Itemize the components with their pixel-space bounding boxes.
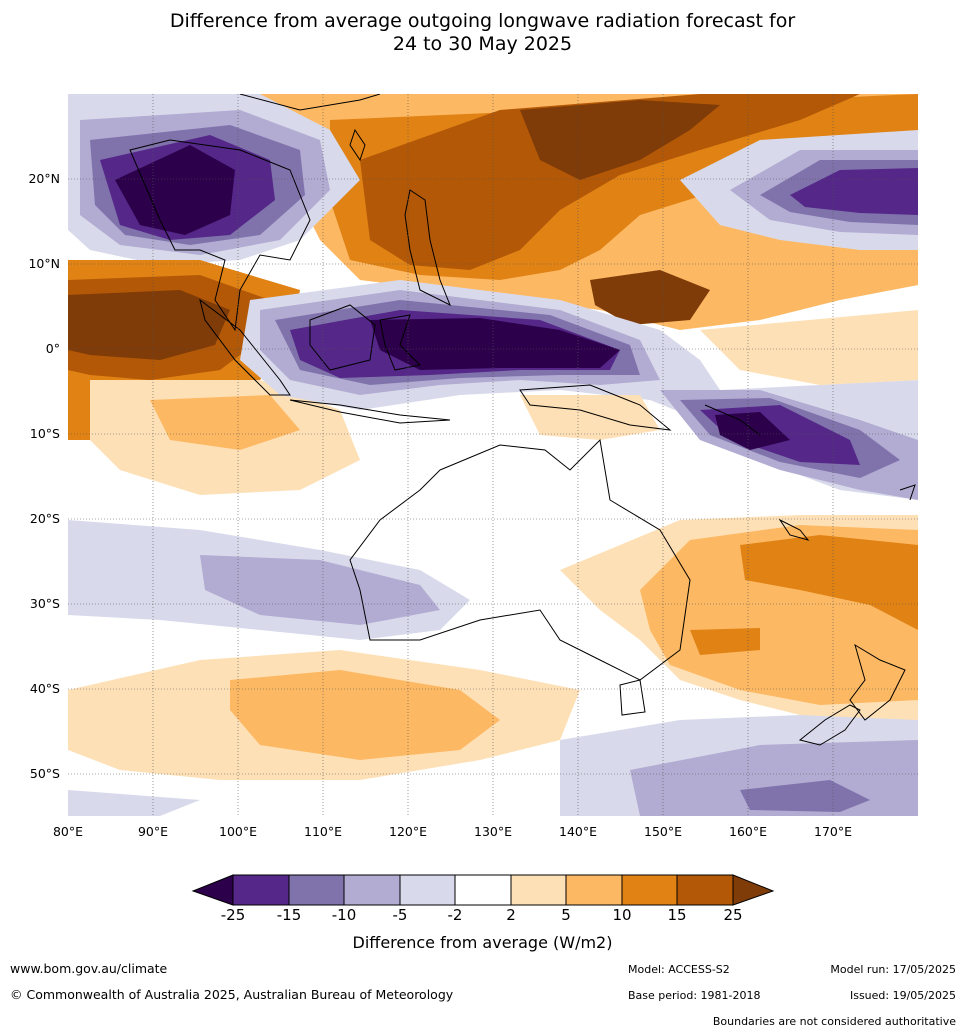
colorbar-tick: 2	[506, 906, 516, 924]
new-guinea-coastline	[519, 384, 672, 431]
colorbar-swatch-9	[676, 874, 734, 906]
positive-anomaly-core-philippines	[360, 94, 860, 270]
map-field	[68, 94, 918, 816]
colorbar-swatch-2	[288, 874, 345, 906]
lon-label-130e: 130°E	[473, 824, 513, 839]
lon-label-100e: 100°E	[218, 824, 258, 839]
colorbar-swatch-3	[343, 874, 401, 906]
lat-label-10n: 10°N	[28, 256, 60, 271]
negative-anomaly-south-indian-ocean-mid	[200, 555, 440, 625]
colorbar-extend-high	[732, 874, 775, 906]
australia-coastline	[349, 438, 691, 681]
colorbar-tick: -2	[447, 906, 463, 924]
issued-text: Issued: 19/05/2025	[849, 989, 956, 1002]
china-coastline	[239, 94, 381, 111]
lat-label-0: 0°	[45, 341, 60, 356]
colorbar	[191, 874, 775, 906]
positive-anomaly-tasman-patch	[690, 628, 760, 655]
coastlines	[129, 94, 916, 746]
colorbar-swatch-4	[399, 874, 456, 906]
sumatra-coastline	[199, 298, 291, 396]
colorbar-swatch-5	[454, 874, 512, 906]
colorbar-tick: -10	[331, 906, 357, 924]
positive-anomaly-southern-ocean-mid	[230, 670, 500, 760]
borneo-coastline	[309, 304, 376, 371]
positive-anomaly-peak-east	[590, 270, 710, 325]
colorbar-swatch-8	[621, 874, 678, 906]
lat-label-30s: 30°S	[29, 596, 60, 611]
indochina-coastline	[129, 139, 311, 332]
lon-label-140e: 140°E	[558, 824, 598, 839]
positive-anomaly-arafura	[520, 395, 660, 440]
lat-label-20s: 20°S	[29, 511, 60, 526]
colorbar-extend-low	[191, 874, 234, 906]
lon-label-120e: 120°E	[388, 824, 428, 839]
colorbar-swatch-1	[232, 874, 290, 906]
boundaries-note: Boundaries are not considered authoritat…	[712, 1015, 956, 1028]
negative-anomaly-ne-pacific-core	[790, 168, 918, 215]
map-title: Difference from average outgoing longwav…	[0, 10, 965, 56]
lon-label-80e: 80°E	[52, 824, 84, 839]
negative-anomaly-maritime-peak	[370, 318, 620, 370]
title-line-1: Difference from average outgoing longwav…	[169, 10, 796, 32]
colorbar-tick: -5	[392, 906, 408, 924]
tasmania-coastline	[619, 679, 646, 716]
lon-label-110e: 110°E	[303, 824, 343, 839]
negative-anomaly-southwest	[68, 790, 200, 816]
model-text: Model: ACCESS-S2	[628, 963, 730, 976]
negative-anomaly-southern-ocean-strong	[740, 780, 870, 812]
lat-label-40s: 40°S	[29, 681, 60, 696]
nz-north-island-coastline	[849, 643, 906, 721]
philippines-coastline	[404, 189, 451, 307]
negative-anomaly-indochina-peak	[115, 145, 235, 235]
colorbar-tick: 10	[612, 906, 632, 924]
lat-label-50s: 50°S	[29, 766, 60, 781]
positive-anomaly-indian-ocean-mid	[150, 395, 300, 450]
copyright-text: © Commonwealth of Australia 2025, Austra…	[10, 987, 454, 1002]
colorbar-tick: 5	[561, 906, 571, 924]
colorbar-tick: -25	[220, 906, 246, 924]
lon-label-170e: 170°E	[813, 824, 853, 839]
colorbar-swatch-7	[565, 874, 623, 906]
taiwan-coastline	[349, 128, 366, 162]
positive-anomaly-indian-ocean-peak	[68, 290, 230, 360]
model-run-text: Model run: 17/05/2025	[830, 963, 956, 976]
lat-label-10s: 10°S	[29, 426, 60, 441]
colorbar-tick: -15	[276, 906, 302, 924]
title-line-2: 24 to 30 May 2025	[392, 33, 573, 55]
java-coastline	[289, 399, 451, 424]
gridlines	[68, 94, 918, 816]
colorbar-label: Difference from average (W/m2)	[352, 933, 613, 952]
colorbar-tick: 15	[667, 906, 687, 924]
positive-anomaly-tasman-strong	[740, 535, 918, 630]
nz-south-island-coastline	[798, 704, 861, 746]
positive-anomaly-central-pacific	[700, 310, 918, 385]
sulawesi-coastline	[379, 314, 422, 371]
colorbar-swatch-6	[510, 874, 567, 906]
fiji-coastline	[899, 484, 916, 501]
colorbar-tick: 25	[723, 906, 743, 924]
lon-label-160e: 160°E	[728, 824, 768, 839]
negative-anomaly-solomons-peak	[715, 412, 790, 450]
solomon-islands-coastline	[704, 404, 761, 436]
bom-url-link[interactable]: www.bom.gov.au/climate	[10, 961, 168, 976]
lon-label-90e: 90°E	[137, 824, 169, 839]
lat-label-20n: 20°N	[28, 171, 60, 186]
positive-anomaly-peak-north	[520, 100, 720, 180]
lon-label-150e: 150°E	[643, 824, 683, 839]
base-period-text: Base period: 1981-2018	[628, 989, 761, 1002]
new-caledonia-coastline	[778, 518, 810, 541]
